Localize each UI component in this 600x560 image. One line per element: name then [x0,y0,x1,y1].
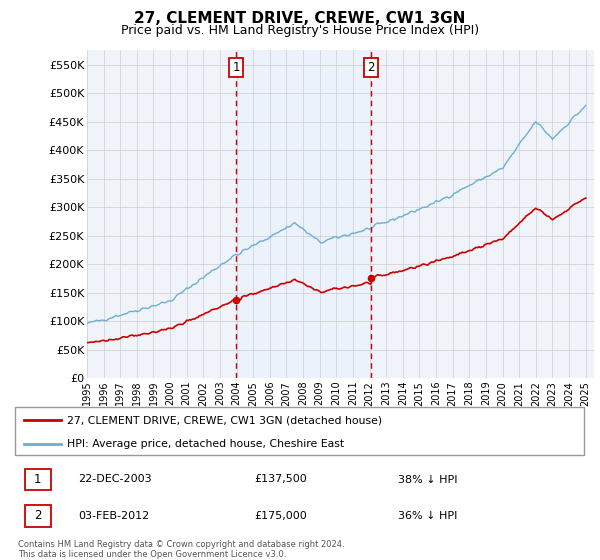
FancyBboxPatch shape [25,505,51,527]
Text: £175,000: £175,000 [254,511,307,521]
Text: Contains HM Land Registry data © Crown copyright and database right 2024.
This d: Contains HM Land Registry data © Crown c… [18,540,344,559]
Text: 1: 1 [232,61,240,74]
Text: 38% ↓ HPI: 38% ↓ HPI [398,474,457,484]
Text: 22-DEC-2003: 22-DEC-2003 [78,474,152,484]
Text: 27, CLEMENT DRIVE, CREWE, CW1 3GN (detached house): 27, CLEMENT DRIVE, CREWE, CW1 3GN (detac… [67,415,382,425]
Text: 2: 2 [34,510,41,522]
Text: 27, CLEMENT DRIVE, CREWE, CW1 3GN: 27, CLEMENT DRIVE, CREWE, CW1 3GN [134,11,466,26]
Bar [236,50,371,378]
Text: 2: 2 [367,61,375,74]
Text: Price paid vs. HM Land Registry's House Price Index (HPI): Price paid vs. HM Land Registry's House … [121,24,479,37]
FancyBboxPatch shape [15,407,584,455]
Text: £137,500: £137,500 [254,474,307,484]
FancyBboxPatch shape [25,469,51,491]
Text: 36% ↓ HPI: 36% ↓ HPI [398,511,457,521]
Text: 1: 1 [34,473,41,486]
Text: HPI: Average price, detached house, Cheshire East: HPI: Average price, detached house, Ches… [67,439,344,449]
Text: 03-FEB-2012: 03-FEB-2012 [78,511,149,521]
